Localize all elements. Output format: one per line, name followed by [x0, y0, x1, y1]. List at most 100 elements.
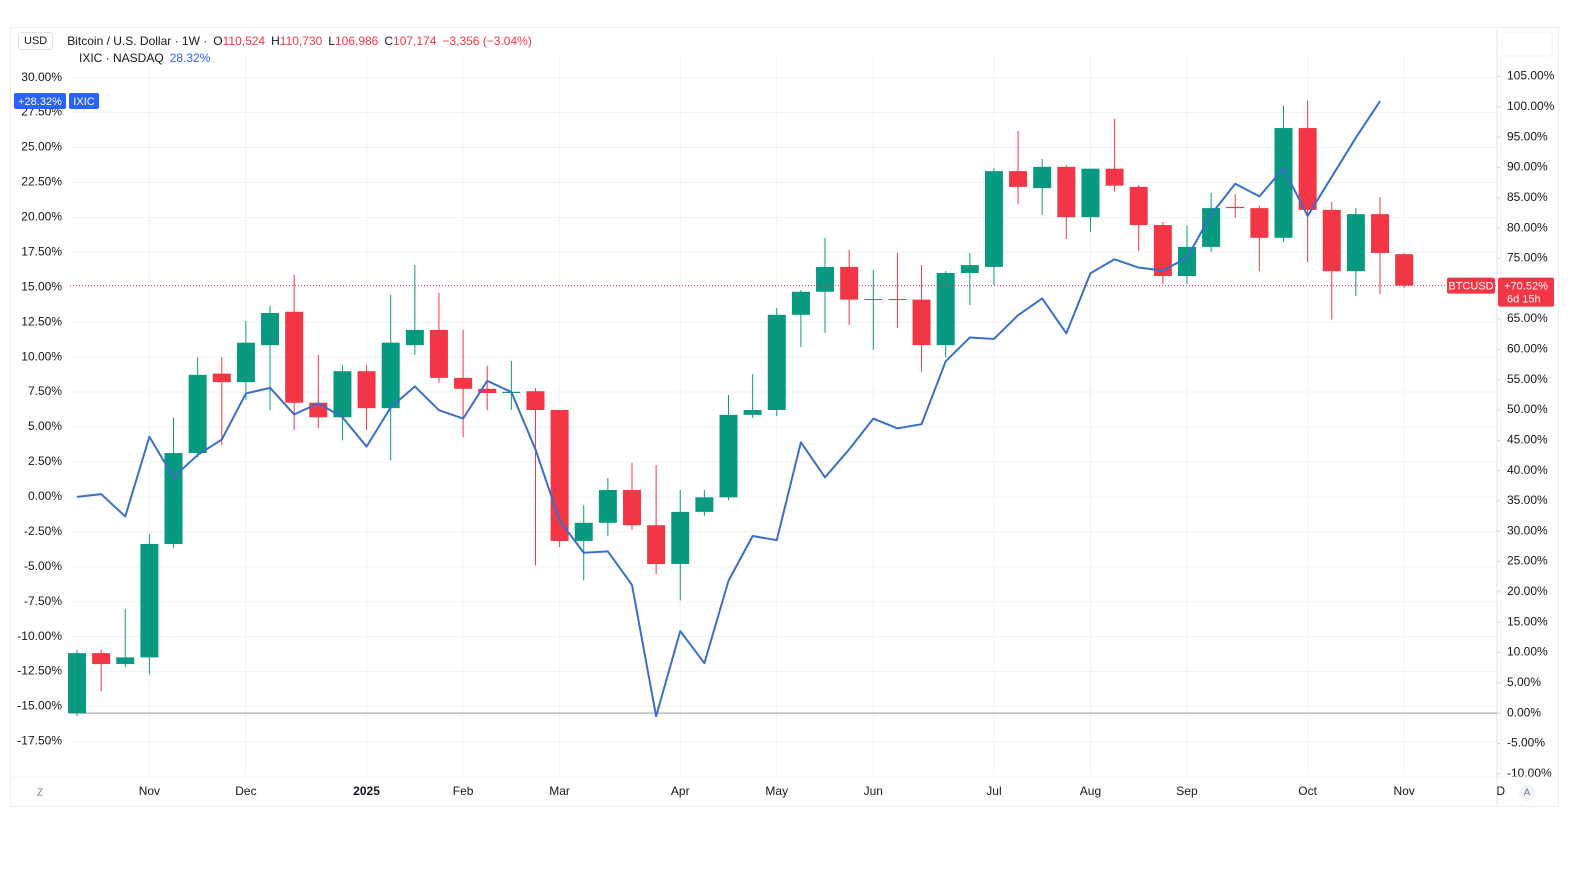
currency-button[interactable]: USD — [18, 31, 54, 50]
line-series — [76, 100, 1381, 718]
y-tick-label: 25.00% — [21, 140, 62, 154]
candle-body — [188, 374, 207, 454]
candle-body — [695, 497, 714, 512]
candle-body — [212, 373, 231, 383]
candle-body — [1105, 168, 1124, 186]
candle-body — [936, 272, 955, 346]
countdown: 6d 15h — [1507, 293, 1541, 305]
candle-body — [429, 329, 448, 378]
toolbar-button — [1501, 31, 1553, 57]
candle-body — [574, 522, 593, 541]
x-tick-label: 2025 — [353, 784, 380, 798]
legend-row: IXIC · NASDAQ 28.32% — [18, 49, 532, 66]
ohlc-label: L — [328, 33, 335, 48]
y2-tick-label: 75.00% — [1507, 251, 1548, 265]
y-tick-label: 22.50% — [21, 175, 62, 189]
candle-body — [1129, 186, 1148, 226]
y-tick-label: 0.00% — [28, 489, 62, 503]
y-tick-label: -10.00% — [17, 629, 62, 643]
candle-body — [309, 402, 328, 418]
candle-body — [261, 312, 280, 346]
y-tick-label: 12.50% — [21, 314, 62, 328]
candle-body — [1322, 209, 1341, 272]
legend: USD Bitcoin / U.S. Dollar · 1W · O110,52… — [18, 31, 532, 66]
y-tick-label: 17.50% — [21, 244, 62, 258]
price-tag-name: IXIC — [73, 96, 94, 108]
candle-body — [285, 311, 304, 403]
y-tick-label: -17.50% — [17, 734, 62, 748]
candle-body — [92, 653, 111, 665]
y-tick-label: 5.00% — [28, 419, 62, 433]
x-tick-label: D — [1496, 784, 1505, 798]
price-tag — [69, 93, 99, 110]
x-tick-label: Nov — [139, 784, 160, 798]
candle-body — [1009, 171, 1028, 187]
candle-body — [1346, 214, 1365, 272]
y2-tick-label: 0.00% — [1507, 705, 1541, 719]
y2-tick-label: -10.00% — [1507, 766, 1552, 780]
candle-body — [647, 525, 666, 565]
y-tick-label: 2.50% — [28, 454, 62, 468]
y2-tick-label: 45.00% — [1507, 432, 1548, 446]
candle-body — [357, 371, 376, 409]
candle-body — [598, 490, 617, 523]
candle-body — [68, 653, 86, 714]
x-tick-label: Dec — [235, 784, 256, 798]
candle-body — [1298, 128, 1317, 210]
price-tag-label: +28.32% — [18, 96, 62, 108]
change: −3,356 (−3.04%) — [442, 33, 532, 48]
candle-body — [840, 266, 859, 300]
candle-body — [1371, 214, 1390, 253]
x-tick-label: Nov — [1393, 784, 1414, 798]
price-tag — [1498, 277, 1554, 307]
y2-tick-label: 105.00% — [1507, 69, 1555, 83]
candle-body — [454, 377, 473, 389]
candle-body — [405, 329, 424, 346]
legend-row: USD Bitcoin / U.S. Dollar · 1W · O110,52… — [18, 31, 532, 50]
candle-body — [1081, 168, 1100, 218]
candle-body — [984, 171, 1003, 267]
ohlc-label: O — [213, 33, 223, 48]
x-tick-label: Oct — [1298, 784, 1317, 798]
candle-body — [1177, 246, 1196, 276]
x-tick-label: Aug — [1080, 784, 1101, 798]
x-tick-label: Jun — [864, 784, 883, 798]
candle-body — [116, 657, 135, 665]
candle-body — [333, 371, 352, 418]
candle-body — [912, 299, 931, 346]
candle-body — [526, 391, 545, 410]
candle-body — [140, 543, 159, 658]
y-tick-label: 7.50% — [28, 384, 62, 398]
candle-body — [1226, 206, 1245, 209]
candle-body — [236, 342, 255, 383]
corner-button[interactable]: A — [1524, 788, 1531, 799]
candle-body — [478, 388, 497, 394]
y-tick-label: -5.00% — [24, 559, 62, 573]
candle-body — [1250, 208, 1269, 238]
x-tick-label: Sep — [1176, 784, 1198, 798]
y-tick-label: 10.00% — [21, 349, 62, 363]
y2-tick-label: 90.00% — [1507, 160, 1548, 174]
ohlc-label: H — [271, 33, 280, 48]
candle-body — [1033, 166, 1052, 189]
price-tag — [14, 93, 66, 110]
candle-body — [622, 490, 641, 526]
y2-tick-label: -5.00% — [1507, 736, 1545, 750]
compare-value: 28.32% — [169, 50, 211, 65]
y2-tick-label: 55.00% — [1507, 372, 1548, 386]
y2-tick-label: 40.00% — [1507, 463, 1548, 477]
y-tick-label: 15.00% — [21, 279, 62, 293]
ohlc-label: C — [384, 33, 394, 48]
candle-body — [719, 414, 738, 498]
y2-tick-label: 85.00% — [1507, 190, 1548, 204]
candle-body — [864, 299, 883, 301]
compare-name: IXIC · NASDAQ — [79, 50, 164, 65]
corner-button[interactable]: Z — [37, 788, 43, 799]
y2-tick-label: 80.00% — [1507, 220, 1548, 234]
price-tag-name: BTCUSD — [1448, 280, 1493, 292]
y-tick-label: 30.00% — [21, 70, 62, 84]
y2-tick-label: 35.00% — [1507, 493, 1548, 507]
candle-body — [1202, 208, 1221, 247]
y-tick-label: -2.50% — [24, 524, 62, 538]
candle-body — [960, 265, 979, 273]
